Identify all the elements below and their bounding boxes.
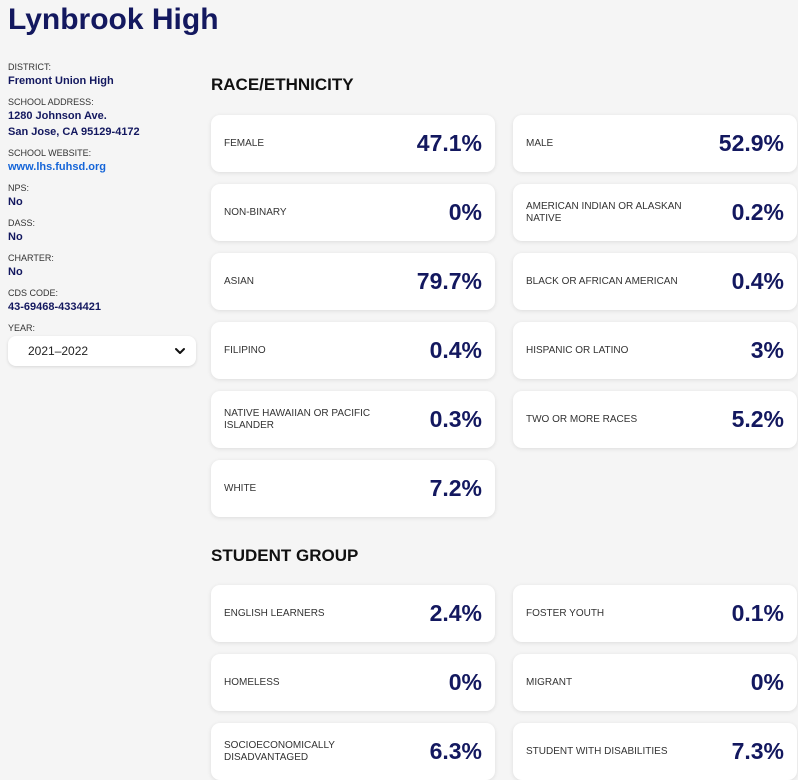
year-label: YEAR: <box>8 323 36 333</box>
stat-card: TWO OR MORE RACES 5.2% <box>513 391 797 448</box>
stat-card: SOCIOECONOMICALLY DISADVANTAGED 6.3% <box>211 723 495 780</box>
stat-label: NATIVE HAWAIIAN OR PACIFIC ISLANDER <box>224 407 371 431</box>
stat-value: 79.7% <box>416 268 482 294</box>
stat-label: STUDENT WITH DISABILITIES <box>526 745 668 757</box>
stat-card: NATIVE HAWAIIAN OR PACIFIC ISLANDER 0.3% <box>211 391 495 448</box>
stat-value: 0.3% <box>429 406 482 432</box>
stat-card: BLACK OR AFRICAN AMERICAN 0.4% <box>513 253 797 310</box>
stat-value: 2.4% <box>429 600 482 626</box>
stat-label: HISPANIC OR LATINO <box>526 344 629 356</box>
district-value: Fremont Union High <box>8 75 114 87</box>
stat-label: MALE <box>526 137 554 149</box>
chevron-down-icon <box>175 348 185 354</box>
student-group-grid: ENGLISH LEARNERS 2.4% FOSTER YOUTH 0.1% HOME… <box>211 585 797 780</box>
nps-value: No <box>8 196 23 208</box>
website-label: SCHOOL WEBSITE: <box>8 148 92 158</box>
stat-label: ASIAN <box>224 275 255 287</box>
year-select[interactable]: 2021–2022 <box>8 336 196 366</box>
stat-card: FEMALE 47.1% <box>211 115 495 172</box>
stat-card: AMERICAN INDIAN OR ALASKAN NATIVE 0.2% <box>513 184 797 241</box>
dass-value: No <box>8 231 23 243</box>
stat-value: 52.9% <box>718 130 784 156</box>
stat-value: 0% <box>448 199 482 225</box>
stat-label: MIGRANT <box>526 676 573 688</box>
stat-label: FILIPINO <box>224 344 266 356</box>
year-select-value: 2021–2022 <box>28 344 89 358</box>
address-value: 1280 Johnson Ave. San Jose, CA 95129-417… <box>8 108 196 140</box>
charter-value: No <box>8 266 23 278</box>
nps-label: NPS: <box>8 183 30 193</box>
stat-value: 7.3% <box>731 738 784 764</box>
page-title: Lynbrook High <box>8 3 219 36</box>
stat-card: HISPANIC OR LATINO 3% <box>513 322 797 379</box>
stat-label: SOCIOECONOMICALLY DISADVANTAGED <box>224 739 335 763</box>
website-link[interactable]: www.lhs.fuhsd.org <box>8 161 106 173</box>
stat-label: ENGLISH LEARNERS <box>224 607 325 619</box>
race-ethnicity-heading: RACE/ETHNICITY <box>211 75 354 94</box>
stat-card: FILIPINO 0.4% <box>211 322 495 379</box>
stat-card: MALE 52.9% <box>513 115 797 172</box>
stat-label: HOMELESS <box>224 676 280 688</box>
race-ethnicity-grid: FEMALE 47.1% MALE 52.9% NON-BINARY 0% AMERICAN… <box>211 115 797 517</box>
student-group-heading: STUDENT GROUP <box>211 546 359 565</box>
stat-card: ASIAN 79.7% <box>211 253 495 310</box>
cds-code-value: 43-69468-4334421 <box>8 301 101 313</box>
address-label: SCHOOL ADDRESS: <box>8 97 94 107</box>
stat-value: 47.1% <box>416 130 482 156</box>
address-line-2: San Jose, CA 95129-4172 <box>8 126 140 138</box>
stat-value: 5.2% <box>731 406 784 432</box>
stat-value: 3% <box>750 337 784 363</box>
stat-label: AMERICAN INDIAN OR ALASKAN NATIVE <box>526 200 682 224</box>
stat-card: NON-BINARY 0% <box>211 184 495 241</box>
address-line-1: 1280 Johnson Ave. <box>8 110 107 122</box>
stat-value: 0.4% <box>731 268 784 294</box>
stat-value: 6.3% <box>429 738 482 764</box>
stat-label: FOSTER YOUTH <box>526 607 605 619</box>
stat-card: FOSTER YOUTH 0.1% <box>513 585 797 642</box>
stat-value: 0.4% <box>429 337 482 363</box>
stat-card: MIGRANT 0% <box>513 654 797 711</box>
cds-code-label: CDS CODE: <box>8 288 59 298</box>
district-label: DISTRICT: <box>8 62 52 72</box>
stat-card: HOMELESS 0% <box>211 654 495 711</box>
stat-value: 0.1% <box>731 600 784 626</box>
stat-label: WHITE <box>224 482 257 494</box>
stat-label: BLACK OR AFRICAN AMERICAN <box>526 275 678 287</box>
charter-label: CHARTER: <box>8 253 54 263</box>
stat-value: 7.2% <box>429 475 482 501</box>
stat-label: NON-BINARY <box>224 206 287 218</box>
stat-value: 0.2% <box>731 199 784 225</box>
stat-card: WHITE 7.2% <box>211 460 495 517</box>
school-info-sidebar: DISTRICT: Fremont Union High SCHOOL ADDR… <box>8 62 196 366</box>
stat-value: 0% <box>448 669 482 695</box>
stat-value: 0% <box>750 669 784 695</box>
stat-card: STUDENT WITH DISABILITIES 7.3% <box>513 723 797 780</box>
dass-label: DASS: <box>8 218 36 228</box>
stat-label: FEMALE <box>224 137 265 149</box>
stat-label: TWO OR MORE RACES <box>526 413 638 425</box>
stat-card: ENGLISH LEARNERS 2.4% <box>211 585 495 642</box>
